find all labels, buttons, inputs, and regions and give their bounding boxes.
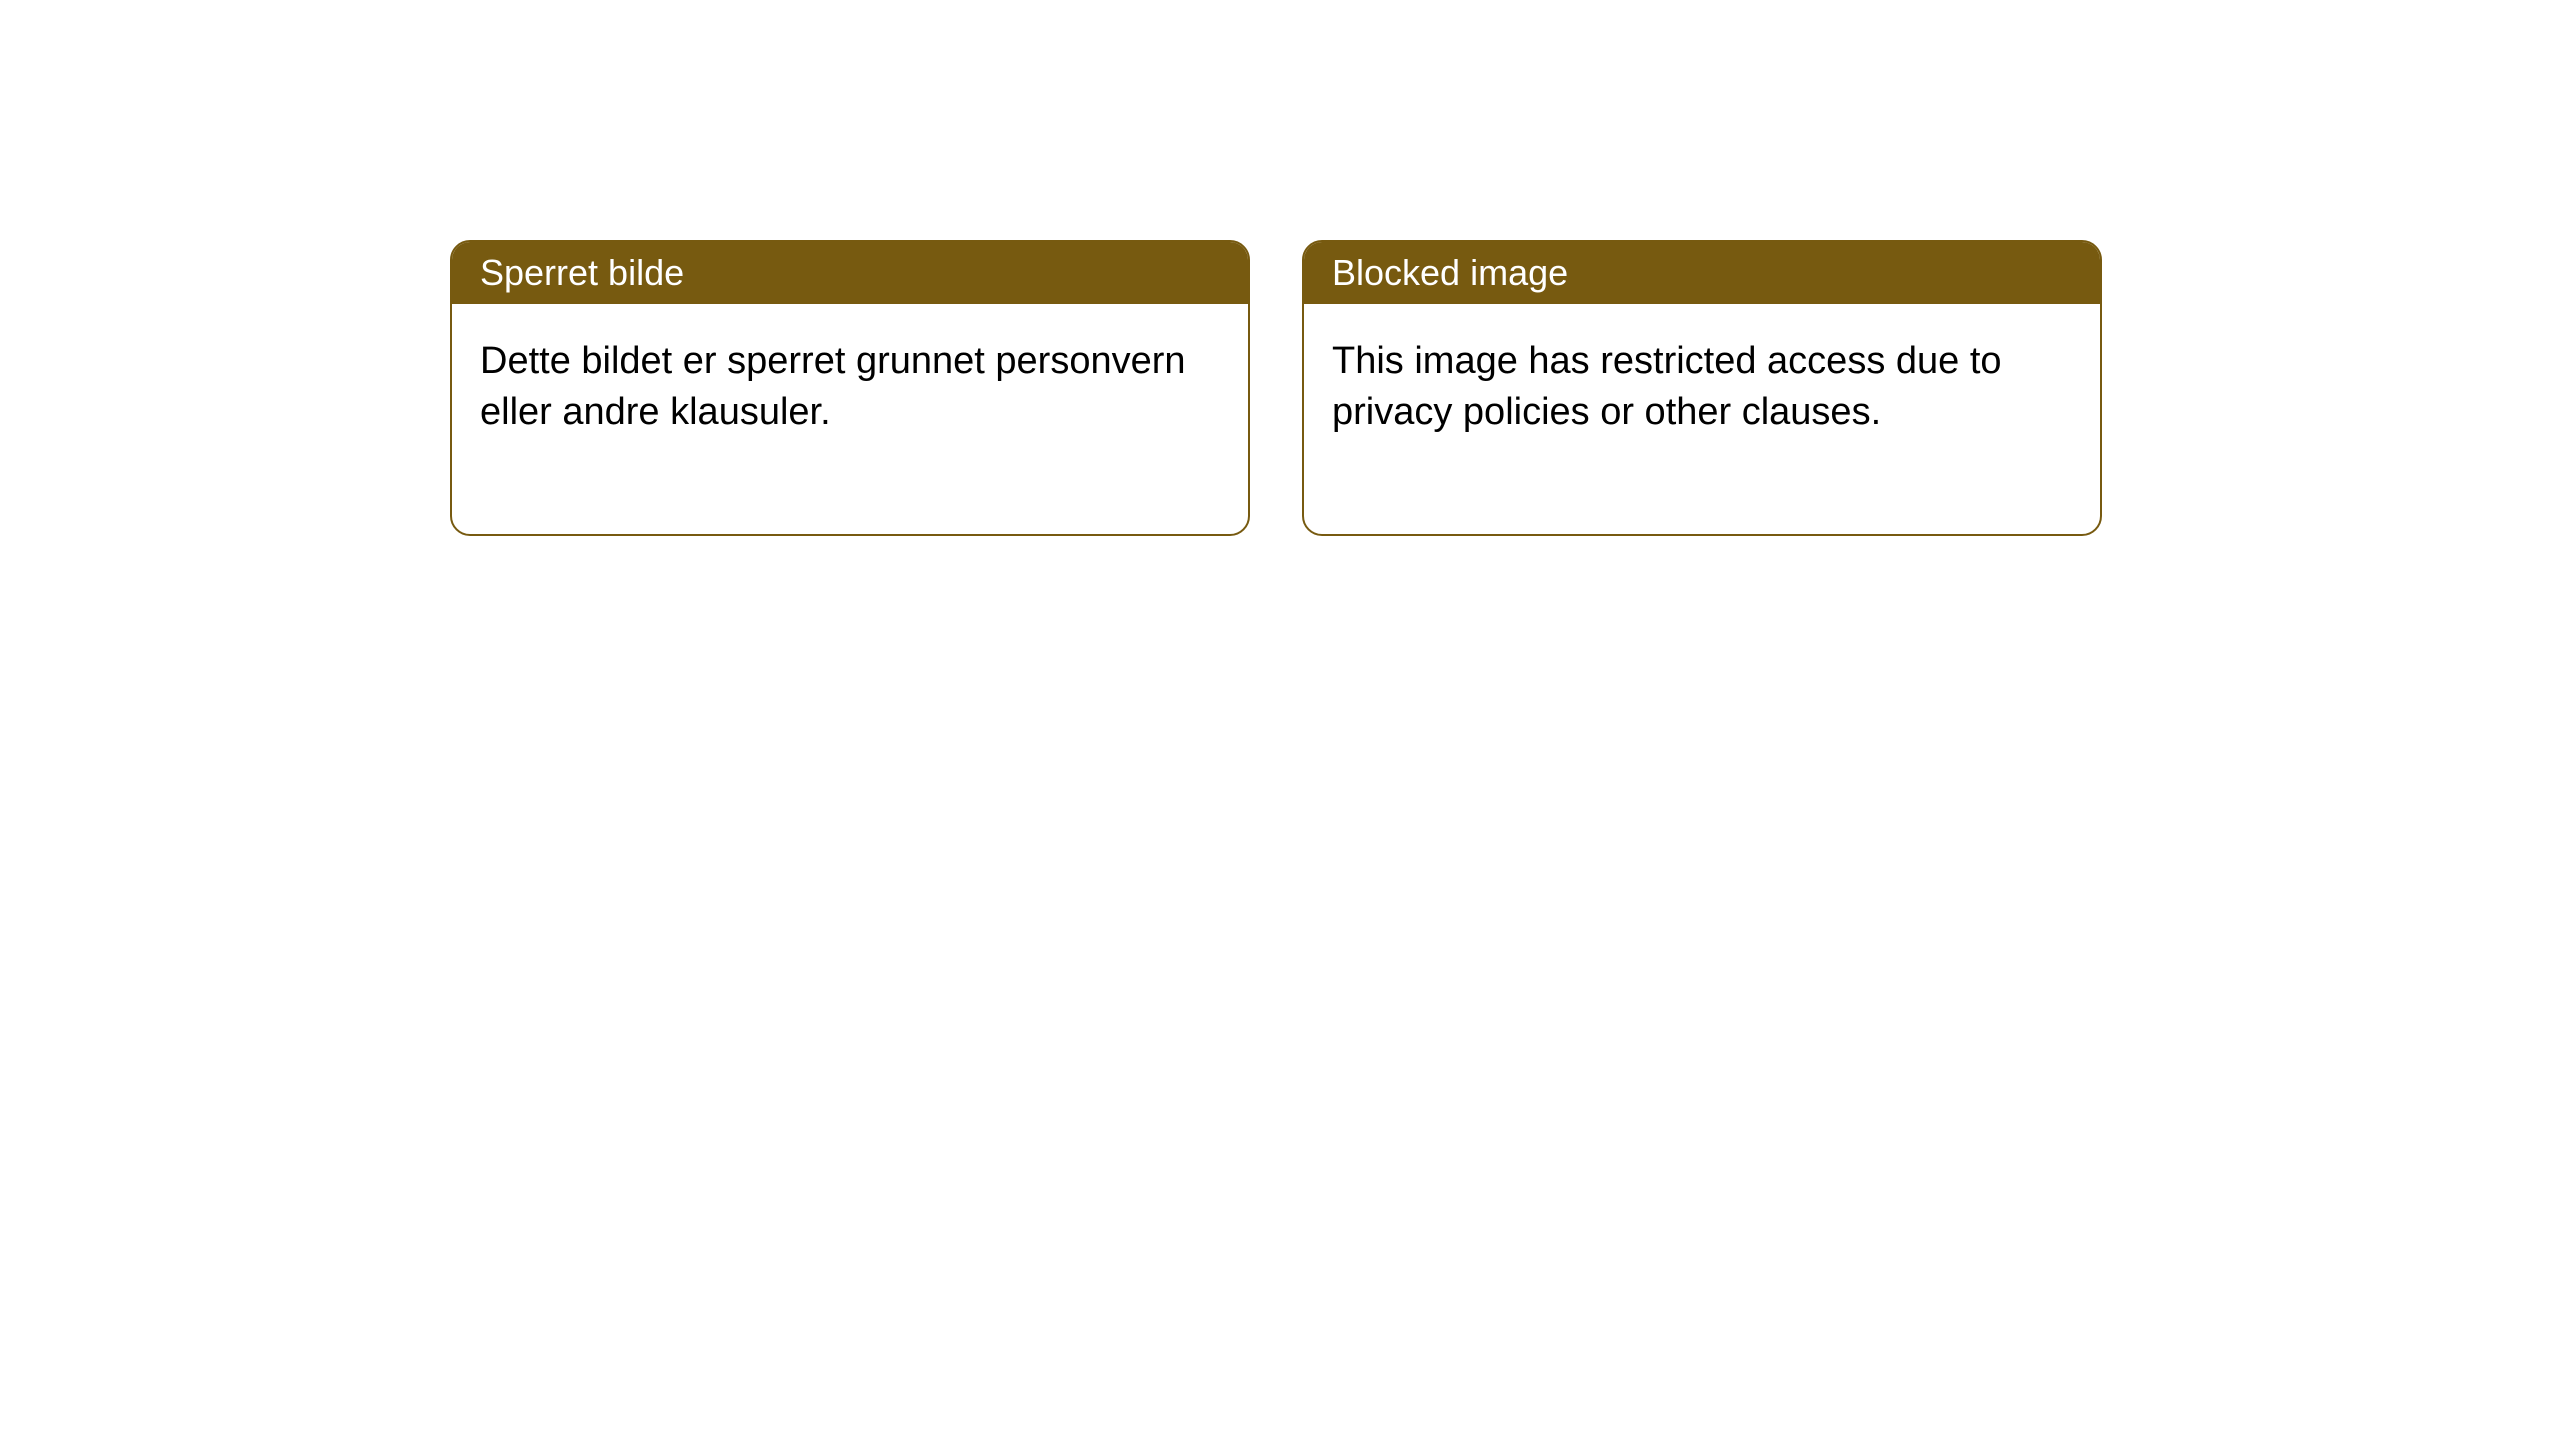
notice-text: Dette bildet er sperret grunnet personve… [480,340,1186,433]
notice-card-english: Blocked image This image has restricted … [1302,240,2102,536]
notice-text: This image has restricted access due to … [1332,340,2002,433]
notice-header: Blocked image [1304,242,2100,304]
notice-card-norwegian: Sperret bilde Dette bildet er sperret gr… [450,240,1250,536]
notice-body: This image has restricted access due to … [1304,304,2100,534]
notice-header: Sperret bilde [452,242,1248,304]
notice-body: Dette bildet er sperret grunnet personve… [452,304,1248,534]
notice-title: Sperret bilde [480,252,684,293]
notice-container: Sperret bilde Dette bildet er sperret gr… [450,240,2102,536]
notice-title: Blocked image [1332,252,1568,293]
